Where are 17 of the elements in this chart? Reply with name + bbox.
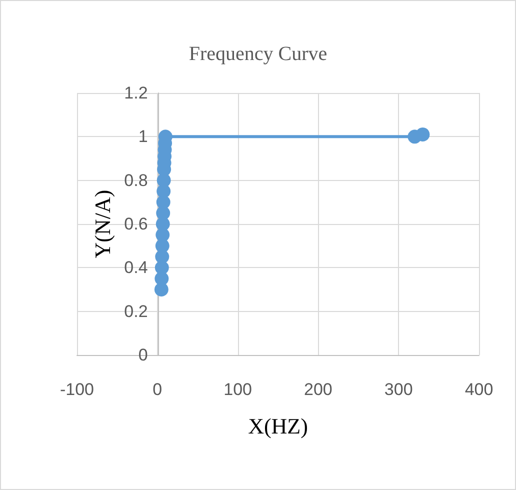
chart-title: Frequency Curve (188, 43, 328, 65)
y-axis-title: Y(N/A) (90, 190, 115, 258)
y-tick-label: 0.6 (124, 214, 148, 234)
point (416, 127, 430, 142)
x-tick-label: 400 (464, 380, 494, 399)
y-tick-label: 1 (138, 127, 148, 146)
y-tick-label: 1.2 (124, 84, 148, 102)
y-tick-label: 0.8 (124, 170, 148, 190)
y-tick-label: 0.2 (124, 302, 148, 321)
x-tick-label: 200 (304, 380, 332, 399)
x-axis-title: X(HZ) (248, 414, 308, 438)
x-tick-label: -100 (60, 380, 94, 399)
x-tick-label: 100 (224, 380, 252, 399)
x-tick-label: 0 (152, 380, 162, 399)
x-tick-label: 300 (384, 380, 413, 399)
y-tick-label: 0 (138, 346, 148, 364)
y-tick-label: 0.4 (124, 258, 148, 278)
